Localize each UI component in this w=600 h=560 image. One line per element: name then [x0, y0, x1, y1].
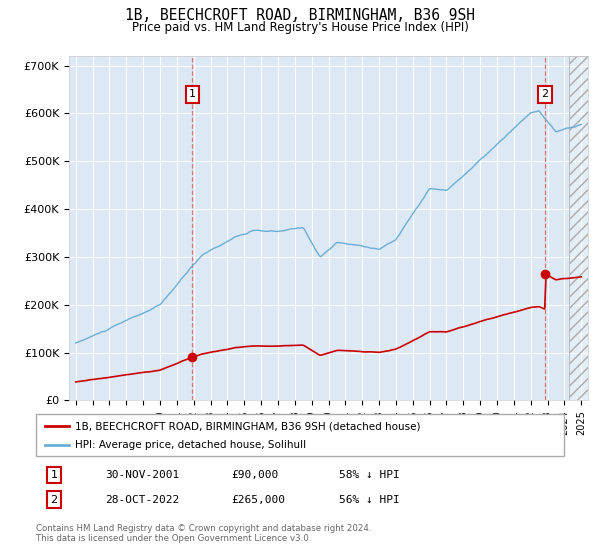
Text: 1B, BEECHCROFT ROAD, BIRMINGHAM, B36 9SH: 1B, BEECHCROFT ROAD, BIRMINGHAM, B36 9SH	[125, 8, 475, 24]
Text: 1B, BEECHCROFT ROAD, BIRMINGHAM, B36 9SH (detached house): 1B, BEECHCROFT ROAD, BIRMINGHAM, B36 9SH…	[75, 421, 421, 431]
Text: £265,000: £265,000	[231, 494, 285, 505]
Text: £90,000: £90,000	[231, 470, 278, 480]
Text: Price paid vs. HM Land Registry's House Price Index (HPI): Price paid vs. HM Land Registry's House …	[131, 21, 469, 34]
Text: 56% ↓ HPI: 56% ↓ HPI	[339, 494, 400, 505]
Text: HPI: Average price, detached house, Solihull: HPI: Average price, detached house, Soli…	[75, 440, 306, 450]
Text: 30-NOV-2001: 30-NOV-2001	[105, 470, 179, 480]
Bar	[569, 56, 590, 400]
Text: Contains HM Land Registry data © Crown copyright and database right 2024.
This d: Contains HM Land Registry data © Crown c…	[36, 524, 371, 543]
Text: 1: 1	[50, 470, 58, 480]
Text: 2: 2	[541, 89, 548, 99]
Text: 2: 2	[50, 494, 58, 505]
Bar	[569, 56, 590, 400]
Text: 1: 1	[189, 89, 196, 99]
Text: 58% ↓ HPI: 58% ↓ HPI	[339, 470, 400, 480]
Text: 28-OCT-2022: 28-OCT-2022	[105, 494, 179, 505]
